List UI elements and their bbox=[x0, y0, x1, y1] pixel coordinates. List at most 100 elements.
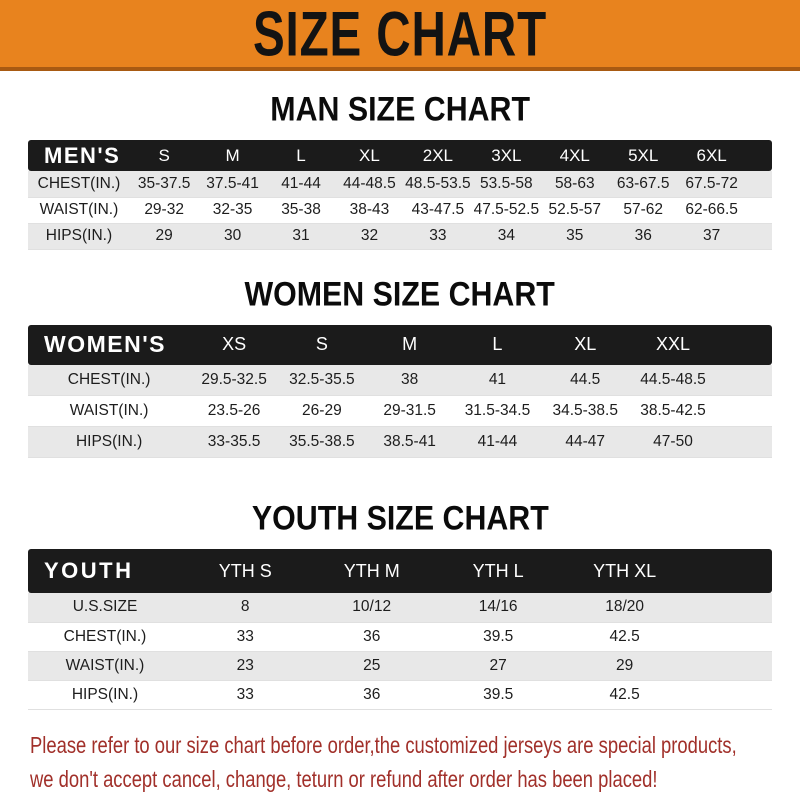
disclaimer-line-1: Please refer to our size chart before or… bbox=[30, 731, 737, 758]
size-value: 44.5 bbox=[570, 370, 601, 388]
size-value: 35-38 bbox=[281, 201, 321, 218]
size-value: 35-37.5 bbox=[137, 174, 191, 192]
size-value: 32-35 bbox=[212, 201, 253, 218]
size-value: 39.5 bbox=[483, 685, 514, 703]
row-label: WAIST(IN.) bbox=[65, 656, 145, 674]
size-value: 29-32 bbox=[144, 201, 184, 218]
women-hips-row: HIPS(IN.) 33-35.5 35.5-38.5 38.5-41 41-4… bbox=[28, 426, 772, 458]
size-value: 67.5-72 bbox=[685, 174, 738, 192]
row-label: CHEST(IN.) bbox=[37, 174, 121, 192]
size-value: 29 bbox=[616, 656, 634, 674]
size-value: 31.5-34.5 bbox=[464, 402, 531, 419]
spacer-cell bbox=[745, 140, 772, 171]
youth-ussize-row: U.S.SIZE 8 10/12 14/16 18/20 bbox=[28, 593, 772, 622]
size-value: 29.5-32.5 bbox=[201, 370, 267, 388]
youth-size-column-header: YTH M bbox=[308, 549, 435, 593]
size-value: 44-47 bbox=[565, 433, 606, 450]
women-size-table: WOMEN'S XS S M L XL XXL CHEST(IN.) 29.5-… bbox=[28, 324, 772, 459]
women-size-column-header: XL bbox=[541, 324, 630, 365]
size-value: 29 bbox=[155, 227, 173, 244]
women-table-title: WOMEN'S bbox=[28, 324, 191, 365]
youth-size-column-header: YTH L bbox=[434, 549, 562, 593]
size-value: 31 bbox=[292, 227, 310, 244]
size-value: 36 bbox=[363, 627, 381, 645]
size-value: 52.5-57 bbox=[548, 201, 602, 218]
disclaimer-note: Please refer to our size chart before or… bbox=[0, 730, 800, 798]
size-value: 41-44 bbox=[477, 433, 518, 450]
size-value: 41 bbox=[488, 370, 507, 388]
disclaimer-line-2: we don't accept cancel, change, teturn o… bbox=[30, 765, 658, 792]
size-value: 37.5-41 bbox=[206, 174, 259, 192]
men-hips-row: HIPS(IN.) 29 30 31 32 33 34 35 36 37 bbox=[28, 223, 772, 249]
men-table-title: MEN'S bbox=[28, 140, 130, 171]
women-section-title-text: WOMEN SIZE CHART bbox=[244, 273, 556, 313]
size-value: 10/12 bbox=[352, 598, 392, 616]
men-section-title: MAN SIZE CHART bbox=[0, 90, 800, 128]
youth-size-column-header: YTH XL bbox=[561, 549, 688, 593]
row-label: WAIST(IN.) bbox=[39, 201, 119, 218]
men-size-column-header: S bbox=[129, 140, 199, 171]
spacer-cell bbox=[716, 324, 772, 365]
men-chest-row: CHEST(IN.) 35-37.5 37.5-41 41-44 44-48.5… bbox=[28, 171, 772, 197]
spacer-cell bbox=[746, 171, 772, 197]
youth-section-title-text: YOUTH SIZE CHART bbox=[251, 498, 549, 537]
size-value: 33-35.5 bbox=[207, 433, 261, 450]
spacer-cell bbox=[717, 396, 772, 427]
size-value: 26-29 bbox=[302, 402, 342, 419]
row-label: WAIST(IN.) bbox=[69, 402, 149, 419]
men-size-column-header: L bbox=[266, 140, 336, 171]
size-value: 39.5 bbox=[483, 627, 514, 645]
size-value: 37 bbox=[703, 227, 721, 244]
women-chest-row: CHEST(IN.) 29.5-32.5 32.5-35.5 38 41 44.… bbox=[28, 364, 772, 396]
size-value: 41-44 bbox=[281, 174, 321, 192]
size-value: 33 bbox=[429, 227, 447, 244]
row-label: HIPS(IN.) bbox=[75, 433, 143, 450]
spacer-cell bbox=[688, 622, 772, 651]
row-label: CHEST(IN.) bbox=[67, 370, 151, 388]
size-value: 18/20 bbox=[605, 598, 645, 616]
size-value: 38.5-42.5 bbox=[640, 402, 706, 419]
size-value: 33 bbox=[236, 627, 254, 645]
size-value: 44.5-48.5 bbox=[640, 370, 706, 388]
size-value: 58-63 bbox=[554, 174, 595, 192]
banner-title: SIZE CHART bbox=[252, 0, 548, 69]
size-chart-banner: SIZE CHART bbox=[0, 0, 800, 71]
spacer-cell bbox=[688, 680, 772, 709]
women-size-column-header: M bbox=[365, 324, 454, 365]
spacer-cell bbox=[717, 365, 772, 396]
row-label: HIPS(IN.) bbox=[45, 227, 113, 244]
spacer-cell bbox=[746, 197, 772, 223]
size-value: 53.5-58 bbox=[480, 174, 533, 192]
men-table-header-row: MEN'S S M L XL 2XL 3XL 4XL 5XL 6XL bbox=[28, 140, 772, 171]
men-size-column-header: 3XL bbox=[472, 140, 541, 171]
size-value: 30 bbox=[223, 227, 242, 244]
women-size-column-header: L bbox=[453, 324, 542, 365]
size-value: 57-62 bbox=[623, 201, 664, 218]
size-value: 34.5-38.5 bbox=[552, 402, 618, 419]
size-value: 8 bbox=[240, 598, 250, 616]
size-value: 34 bbox=[497, 227, 515, 244]
size-value: 47-50 bbox=[653, 433, 693, 450]
size-value: 48.5-53.5 bbox=[405, 174, 471, 192]
spacer-cell bbox=[687, 549, 772, 593]
spacer-cell bbox=[746, 223, 772, 249]
row-label: CHEST(IN.) bbox=[63, 627, 147, 645]
men-size-column-header: M bbox=[198, 140, 267, 171]
size-value: 23 bbox=[236, 656, 254, 674]
size-value: 32.5-35.5 bbox=[289, 370, 355, 388]
youth-chest-row: CHEST(IN.) 33 36 39.5 42.5 bbox=[28, 622, 772, 651]
youth-table-header-row: YOUTH YTH S YTH M YTH L YTH XL bbox=[28, 549, 772, 593]
youth-hips-row: HIPS(IN.) 33 36 39.5 42.5 bbox=[28, 680, 772, 709]
men-size-column-header: 5XL bbox=[608, 140, 678, 171]
men-size-column-header: 6XL bbox=[677, 140, 746, 171]
men-waist-row: WAIST(IN.) 29-32 32-35 35-38 38-43 43-47… bbox=[28, 197, 772, 223]
size-value: 62-66.5 bbox=[685, 201, 738, 218]
size-value: 14/16 bbox=[478, 598, 518, 616]
youth-section-title: YOUTH SIZE CHART bbox=[0, 498, 800, 537]
row-label: U.S.SIZE bbox=[72, 598, 138, 616]
size-value: 38.5-41 bbox=[383, 433, 436, 450]
size-value: 27 bbox=[489, 656, 507, 674]
youth-table-title: YOUTH bbox=[28, 549, 182, 593]
size-value: 42.5 bbox=[609, 685, 640, 703]
spacer-cell bbox=[688, 651, 772, 680]
